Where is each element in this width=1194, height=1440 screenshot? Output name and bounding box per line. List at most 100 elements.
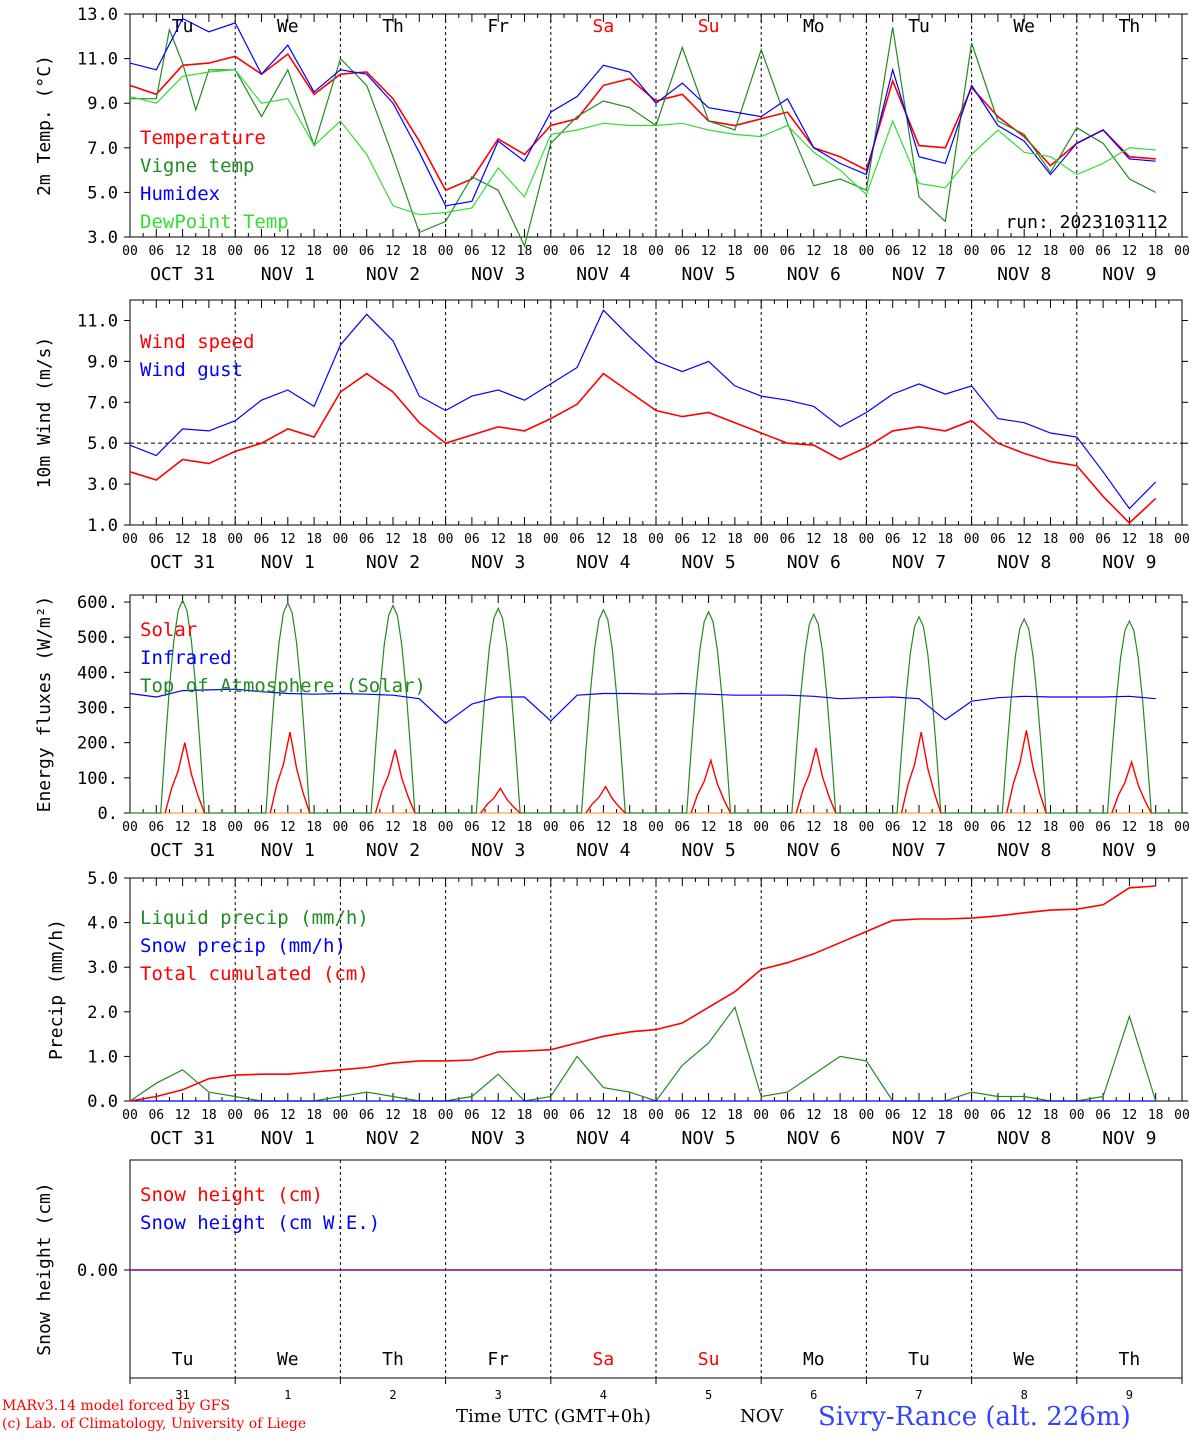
hour-tick-label: 00 [1069,1108,1085,1123]
panel-frame-2 [129,299,1183,526]
solar-curve [585,785,626,814]
hour-tick-label: 12 [1122,820,1138,835]
toa-solar-curve [866,615,972,814]
hour-tick-label: 00 [227,820,243,835]
day-name-top: Sa [593,16,615,37]
day-name-top: Th [1119,16,1141,37]
hour-tick-label: 12 [806,244,822,259]
hour-tick-label: 18 [832,1108,848,1123]
hour-tick-label: 18 [411,1108,427,1123]
hour-tick-label: 06 [1095,532,1111,547]
hour-tick-label: 00 [122,820,138,835]
hour-tick-label: 00 [333,820,349,835]
legend-entry: Vigne temp [140,155,254,177]
hour-tick-label: 18 [727,244,743,259]
hour-tick-label: 00 [648,1108,664,1123]
day-number-label: 5 [705,1388,712,1402]
date-label: NOV 9 [1102,1128,1156,1149]
series-line-liquid-precip-mm-h- [129,1005,1157,1102]
hour-tick-label: 06 [990,1108,1006,1123]
date-label: NOV 3 [471,552,525,573]
toa-solar-curve [445,606,551,814]
run-label: run: 2023103112 [1005,212,1168,233]
y-tick-label: 0.00 [77,1261,118,1281]
hour-tick-label: 06 [780,244,796,259]
hour-tick-label: 00 [122,1108,138,1123]
hour-tick-label: 18 [622,820,638,835]
date-label: NOV 5 [682,1128,736,1149]
legend-entry: Temperature [140,127,266,149]
hour-tick-label: 06 [1095,1108,1111,1123]
y-tick-label: 11.0 [77,50,118,70]
date-label: NOV 8 [997,1128,1051,1149]
hour-tick-label: 06 [254,820,270,835]
y-tick-label: 400. [77,663,118,683]
date-label: NOV 2 [366,552,420,573]
hour-tick-label: 06 [254,244,270,259]
hour-tick-label: 00 [964,1108,980,1123]
hour-tick-label: 18 [306,1108,322,1123]
hour-tick-label: 00 [438,1108,454,1123]
solar-curve [795,747,837,814]
date-label: NOV 8 [997,552,1051,573]
hour-tick-label: 06 [464,244,480,259]
model-credit: MARv3.14 model forced by GFS (c) Lab. of… [2,1397,306,1433]
y-tick-label: 3.0 [87,228,118,248]
date-label: NOV 4 [576,840,630,861]
date-label: NOV 6 [787,840,841,861]
hour-tick-label: 00 [964,244,980,259]
month-label: NOV [740,1406,784,1427]
toa-solar-curve [656,610,762,814]
hour-tick-label: 12 [911,820,927,835]
hour-tick-label: 18 [517,244,533,259]
hour-tick-label: 00 [859,532,875,547]
hour-tick-label: 18 [1043,244,1059,259]
hour-tick-label: 06 [674,532,690,547]
toa-solar-curve [971,617,1077,814]
y-tick-label: 5.0 [87,183,118,203]
series-line-vigne-temp [130,27,1156,248]
hour-tick-label: 12 [175,532,191,547]
hour-tick-label: 12 [490,820,506,835]
hour-tick-label: 06 [780,820,796,835]
time-axis-label: Time UTC (GMT+0h) [456,1406,651,1427]
legend-entry: Liquid precip (mm/h) [140,907,369,929]
day-number-label: 1 [284,1388,291,1402]
solar-curve [374,749,416,814]
hour-tick-label: 12 [385,532,401,547]
hour-tick-label: 12 [1122,532,1138,547]
hour-tick-label: 12 [385,1108,401,1123]
hour-tick-label: 18 [937,820,953,835]
date-label: OCT 31 [150,1128,215,1149]
day-name-bottom: Tu [172,1349,194,1370]
hour-tick-label: 00 [333,532,349,547]
hour-tick-label: 06 [1095,820,1111,835]
hour-tick-label: 06 [674,1108,690,1123]
y-tick-label: 200. [77,734,118,754]
y-tick-label: 5.0 [87,434,118,454]
hour-tick-label: 12 [175,820,191,835]
hour-tick-label: 00 [227,1108,243,1123]
hour-tick-label: 00 [859,244,875,259]
date-label: OCT 31 [150,840,215,861]
day-number-label: 6 [810,1388,817,1402]
hour-tick-label: 06 [1095,244,1111,259]
hour-tick-label: 00 [753,244,769,259]
day-number-label: 4 [600,1388,607,1402]
date-label: NOV 5 [682,840,736,861]
y-tick-label: 2.0 [87,1003,118,1023]
hour-tick-label: 18 [517,532,533,547]
legend-entry: Infrared [140,647,232,669]
y-tick-label: 13.0 [77,5,118,25]
y-tick-label: 9.0 [87,94,118,114]
hour-tick-label: 12 [701,244,717,259]
hour-tick-label: 18 [832,820,848,835]
hour-tick-label: 12 [596,244,612,259]
hour-tick-label: 00 [753,532,769,547]
day-name-bottom: We [277,1349,299,1370]
hour-tick-label: 12 [701,532,717,547]
date-label: NOV 3 [471,1128,525,1149]
date-label: NOV 9 [1102,264,1156,285]
hour-tick-label: 06 [990,244,1006,259]
